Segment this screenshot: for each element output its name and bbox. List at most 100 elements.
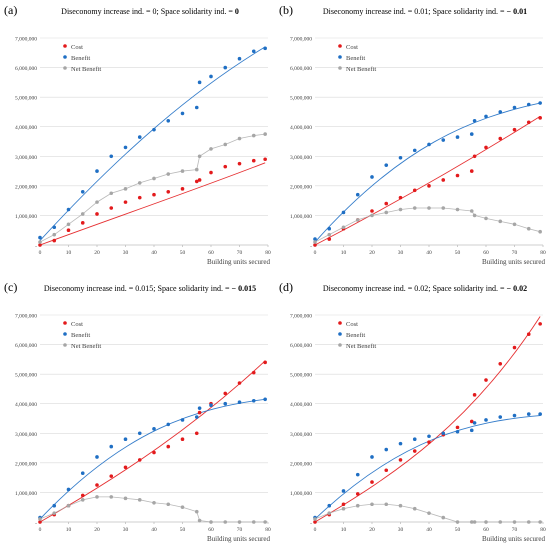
x-tick-label: 50 <box>455 527 461 533</box>
data-point-benefit <box>180 111 185 116</box>
data-point-benefit <box>313 237 317 241</box>
y-tick-label: 7,000,000 <box>290 37 312 43</box>
y-tick-label: 1,000,000 <box>290 214 312 220</box>
y-tick-label: 7,000,000 <box>15 314 37 320</box>
data-point-cost <box>441 178 446 182</box>
data-point-cost <box>384 201 389 206</box>
x-tick-label: 30 <box>123 527 129 533</box>
data-point-benefit <box>197 80 202 85</box>
data-point-cost <box>384 468 389 473</box>
data-point-net-benefit <box>38 240 42 244</box>
data-point-cost <box>197 410 202 415</box>
data-point-cost <box>538 322 542 326</box>
legend-marker-benefit <box>63 55 67 59</box>
data-point-cost <box>526 332 531 337</box>
data-point-benefit <box>223 401 228 406</box>
legend-item-net-benefit: Net Benefit <box>71 343 101 350</box>
data-point-net-benefit <box>209 147 213 151</box>
data-point-benefit <box>197 406 202 410</box>
data-point-net-benefit <box>109 495 114 499</box>
data-point-benefit <box>166 119 171 123</box>
legend-marker-net-benefit <box>338 343 342 347</box>
data-point-cost <box>313 243 317 247</box>
x-tick-label: 0 <box>39 250 42 256</box>
data-point-net-benefit <box>166 172 171 176</box>
data-point-cost <box>412 449 417 453</box>
data-point-cost <box>313 520 317 524</box>
data-point-benefit <box>455 135 460 139</box>
x-tick-label: 0 <box>314 527 317 533</box>
chart-title: Diseconomy increase ind. = 0; Space soli… <box>61 7 239 16</box>
data-point-net-benefit <box>498 520 503 524</box>
legend-marker-cost <box>63 321 67 325</box>
trendline-net-benefit <box>314 207 541 243</box>
data-point-net-benefit <box>341 225 346 230</box>
data-point-net-benefit <box>341 506 346 511</box>
data-point-net-benefit <box>237 136 242 141</box>
data-point-benefit <box>194 415 199 419</box>
legend-item-net-benefit: Net Benefit <box>346 343 376 350</box>
data-point-cost <box>194 179 199 184</box>
data-point-net-benefit <box>166 502 171 507</box>
data-point-cost <box>152 450 156 455</box>
data-point-cost <box>137 195 142 200</box>
data-point-net-benefit <box>398 503 403 508</box>
data-point-net-benefit <box>498 219 503 224</box>
data-point-benefit <box>152 127 156 132</box>
y-tick-label: 5,000,000 <box>290 96 312 102</box>
legend-marker-cost <box>338 321 342 325</box>
data-point-benefit <box>251 49 256 54</box>
data-point-net-benefit <box>355 503 360 508</box>
data-point-cost <box>194 431 199 436</box>
data-point-net-benefit <box>427 511 431 515</box>
data-point-net-benefit <box>472 520 477 524</box>
data-point-net-benefit <box>80 212 85 216</box>
data-point-cost <box>412 188 417 193</box>
legend-item-benefit: Benefit <box>71 332 90 339</box>
data-point-net-benefit <box>237 520 242 524</box>
legend-marker-cost <box>338 44 342 48</box>
data-point-cost <box>498 136 503 141</box>
data-point-cost <box>66 228 71 233</box>
data-point-benefit <box>341 489 346 493</box>
data-point-net-benefit <box>484 216 488 221</box>
data-point-benefit <box>223 65 228 70</box>
data-point-benefit <box>484 418 488 422</box>
chart-title-prefix: Diseconomy increase ind. = 0.015; Space … <box>44 284 232 293</box>
trendline-benefit <box>39 46 266 241</box>
data-point-net-benefit <box>263 132 267 136</box>
panel-label: (d) <box>279 280 293 294</box>
chart-title-prefix: Diseconomy increase ind. = 0.02; Space s… <box>323 284 507 293</box>
data-point-cost <box>209 170 213 175</box>
data-point-cost <box>251 158 256 163</box>
trendline-cost <box>39 162 266 246</box>
data-point-benefit <box>412 148 417 153</box>
x-tick-label: 20 <box>94 250 100 256</box>
y-tick-label: 1,000,000 <box>15 214 37 220</box>
legend-marker-benefit <box>338 332 342 336</box>
data-point-benefit <box>80 471 85 476</box>
trendline-net-benefit <box>314 503 541 523</box>
x-tick-label: 70 <box>512 527 518 533</box>
x-tick-label: 80 <box>265 527 271 533</box>
data-point-benefit <box>472 119 477 123</box>
data-point-net-benefit <box>512 222 517 227</box>
data-point-benefit <box>263 397 267 402</box>
data-point-benefit <box>38 235 42 240</box>
y-tick-label: 5,000,000 <box>15 96 37 102</box>
data-point-cost <box>197 178 202 182</box>
data-point-cost <box>80 493 85 498</box>
panel-label: (c) <box>4 280 17 294</box>
x-tick-label: 20 <box>369 250 375 256</box>
data-point-net-benefit <box>427 206 431 210</box>
chart-title-prefix: Diseconomy increase ind. = 0; Space soli… <box>61 7 235 16</box>
data-point-cost <box>469 169 474 173</box>
x-tick-label: 0 <box>314 250 317 256</box>
x-tick-label: 50 <box>455 250 461 256</box>
data-point-net-benefit <box>441 206 446 210</box>
data-point-cost <box>152 192 156 197</box>
legend-item-benefit: Benefit <box>346 332 365 339</box>
data-point-benefit <box>469 132 474 136</box>
data-point-cost <box>370 480 374 484</box>
